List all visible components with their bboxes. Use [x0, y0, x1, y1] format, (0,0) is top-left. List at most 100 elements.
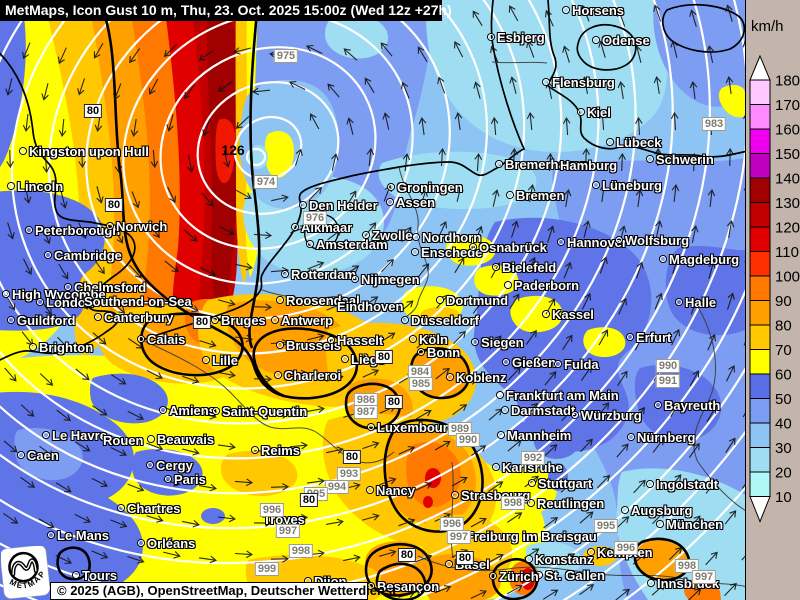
- legend-tick-label: 110: [775, 244, 799, 261]
- city-label: Lübeck: [607, 135, 662, 150]
- city-marker-icon: [676, 299, 682, 305]
- city-marker-icon: [496, 161, 502, 167]
- border-dk-de: [491, 61, 548, 64]
- city-label: London: [37, 295, 94, 310]
- legend-band: [749, 226, 771, 252]
- legend-tick-label: 20: [775, 465, 792, 482]
- map-labels-overlay: Kingston upon Hull Lincoln Peterborough Nor…: [3, 3, 739, 594]
- legend-tick-label: 160: [775, 122, 800, 139]
- isobar-value-label: 991: [655, 374, 681, 388]
- city-label: Assen: [387, 195, 435, 210]
- city-label: Bayreuth: [655, 398, 720, 413]
- coast-sjaelland-island: [661, 3, 745, 53]
- city-label: Bonn: [418, 345, 460, 360]
- city-marker-icon: [3, 291, 9, 297]
- coast-baltic: [547, 0, 745, 158]
- legend-tick-label: 70: [775, 342, 792, 359]
- legend-tick-label: 60: [775, 367, 792, 384]
- legend-band: [749, 275, 771, 301]
- city-label: Schwerin: [647, 152, 714, 167]
- isobar-value-label: 976: [302, 211, 328, 225]
- city-label: Reutlingen: [528, 496, 604, 511]
- city-label: Nordhorn: [413, 230, 481, 245]
- isobar-value-label: 998: [674, 559, 700, 573]
- city-marker-icon: [277, 342, 283, 348]
- city-marker-icon: [30, 344, 36, 350]
- legend-band: [749, 251, 771, 277]
- city-label: Paris: [165, 472, 206, 487]
- legend-band: [749, 104, 771, 130]
- gust-contour-label: 80: [104, 198, 124, 212]
- city-label: Wolfsburg: [616, 233, 689, 248]
- city-label: München: [657, 517, 723, 532]
- city-marker-icon: [367, 487, 373, 493]
- city-marker-icon: [593, 37, 599, 43]
- city-marker-icon: [277, 297, 283, 303]
- legend-tick-label: 150: [775, 146, 800, 163]
- isobar-value-label: 996: [439, 517, 465, 531]
- city-marker-icon: [529, 480, 535, 486]
- city-label: Hasselt: [328, 333, 383, 348]
- city-marker-icon: [503, 359, 509, 365]
- city-label: Darmstadt: [502, 403, 575, 418]
- city-marker-icon: [18, 452, 24, 458]
- isobar-value-label: 985: [408, 377, 434, 391]
- city-marker-icon: [578, 109, 584, 115]
- city-marker-icon: [507, 192, 513, 198]
- isobar-value-label: 998: [500, 496, 526, 510]
- isobar-value-label: 993: [336, 467, 362, 481]
- city-label: High Wycombe: [3, 287, 106, 302]
- legend-band: [749, 300, 771, 326]
- city-marker-icon: [20, 148, 26, 154]
- city-label: Le Mans: [48, 528, 109, 543]
- city-marker-icon: [490, 573, 496, 579]
- legend-band: [749, 153, 771, 179]
- city-marker-icon: [498, 432, 504, 438]
- city-marker-icon: [282, 271, 288, 277]
- city-label: Augsburg: [622, 503, 692, 518]
- legend-tick-label: 80: [775, 318, 792, 335]
- city-label: Southend-on-Sea: [84, 294, 192, 309]
- city-label: Karlsruhe: [493, 460, 563, 475]
- city-label: Ingolstadt: [647, 477, 718, 492]
- city-marker-icon: [37, 299, 43, 305]
- city-marker-icon: [165, 476, 171, 482]
- city-label: Brussels: [277, 338, 341, 353]
- city-label: Köln: [410, 332, 448, 347]
- city-label: Freiburg im Breisgau: [466, 529, 597, 544]
- city-label: Norwich: [107, 219, 167, 234]
- city-label: Würzburg: [572, 408, 642, 423]
- city-label: Cergy: [147, 458, 193, 473]
- city-marker-icon: [212, 317, 218, 323]
- title-bar: MetMaps, Icon Gust 10 m, Thu, 23. Oct. 2…: [0, 0, 452, 21]
- city-label: Dortmund: [437, 293, 508, 308]
- city-label: Lincoln: [8, 179, 63, 194]
- isobar-value-label: 997: [691, 570, 717, 584]
- city-label: Calais: [138, 332, 185, 347]
- isobar-value-label: 990: [455, 433, 481, 447]
- city-marker-icon: [328, 337, 334, 343]
- city-marker-icon: [437, 297, 443, 303]
- city-label: Mannheim: [498, 428, 571, 443]
- city-marker-icon: [648, 580, 654, 586]
- city-label: Frankfurt am Main: [497, 388, 619, 403]
- city-marker-icon: [203, 357, 209, 363]
- city-marker-icon: [412, 249, 418, 255]
- gust-contour-label: 80: [342, 450, 362, 464]
- city-marker-icon: [300, 202, 306, 208]
- city-label: Charleroi: [275, 368, 341, 383]
- city-marker-icon: [558, 239, 564, 245]
- border-fr-de-rhine: [450, 461, 454, 559]
- city-label: Koblenz: [447, 370, 507, 385]
- city-marker-icon: [138, 336, 144, 342]
- city-label: Stuttgart: [529, 476, 592, 491]
- city-label: Lüneburg: [593, 178, 662, 193]
- city-marker-icon: [493, 264, 499, 270]
- legend-tick-label: 170: [775, 97, 800, 114]
- city-marker-icon: [160, 407, 166, 413]
- city-label: Besançon: [368, 579, 439, 594]
- city-marker-icon: [472, 339, 478, 345]
- city-marker-icon: [647, 156, 653, 162]
- city-label: Brighton: [30, 340, 93, 355]
- city-marker-icon: [342, 356, 348, 362]
